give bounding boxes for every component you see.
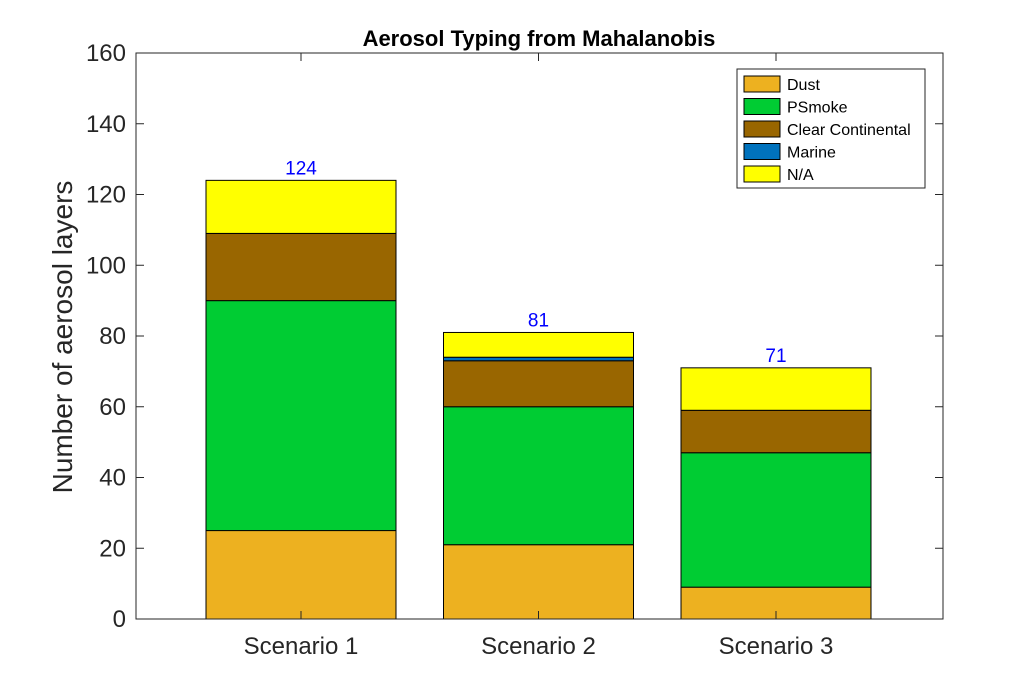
x-ticks-group: Scenario 1 Scenario 2 Scenario 3 bbox=[244, 53, 834, 660]
legend-swatch-clear-continental bbox=[743, 120, 781, 138]
bar-segment-n-a-3 bbox=[680, 367, 872, 411]
bar-segment-psmoke-1 bbox=[205, 300, 397, 532]
bar-segment-psmoke-2 bbox=[443, 406, 634, 546]
x-tick-label-3: Scenario 3 bbox=[719, 633, 834, 660]
legend-swatch-n-a bbox=[743, 165, 781, 183]
total-label-3: 71 bbox=[765, 346, 786, 367]
bar-segment-dust-2 bbox=[443, 544, 634, 620]
bar-segment-n-a-2 bbox=[443, 331, 634, 358]
legend-swatch-dust bbox=[743, 75, 781, 93]
bar-segment-dust-1 bbox=[205, 530, 397, 620]
bar-segment-marine-2 bbox=[443, 356, 634, 362]
legend-label-marine: Marine bbox=[787, 145, 836, 162]
legend-label-dust: Dust bbox=[787, 77, 820, 94]
y-tick-label: 140 bbox=[86, 111, 126, 138]
bar-segment-clear-continental-1 bbox=[205, 232, 397, 302]
bar-segment-n-a-1 bbox=[205, 179, 397, 234]
x-tick-label-2: Scenario 2 bbox=[481, 633, 596, 660]
y-tick-label: 120 bbox=[86, 182, 126, 209]
bars-group bbox=[205, 179, 872, 620]
y-ticks-group: 0 20 40 60 80 100 120 140 160 bbox=[86, 40, 943, 633]
legend-label-clear-continental: Clear Continental bbox=[787, 122, 911, 139]
chart-title: Aerosol Typing from Mahalanobis bbox=[363, 26, 716, 51]
y-tick-label: 40 bbox=[99, 465, 126, 492]
y-tick-label: 160 bbox=[86, 40, 126, 67]
y-tick-label: 80 bbox=[99, 323, 126, 350]
total-label-1: 124 bbox=[285, 158, 317, 179]
y-tick-label: 0 bbox=[113, 606, 126, 633]
legend: Dust PSmoke Clear Continental Marine N/A bbox=[736, 68, 926, 189]
y-axis-label: Number of aerosol layers bbox=[47, 181, 78, 494]
bar-segment-psmoke-3 bbox=[680, 452, 872, 588]
total-label-2: 81 bbox=[528, 310, 549, 331]
totals-group: 124 81 71 bbox=[285, 158, 786, 366]
legend-label-psmoke: PSmoke bbox=[787, 100, 848, 117]
y-tick-label: 20 bbox=[99, 535, 126, 562]
bar-segment-clear-continental-2 bbox=[443, 360, 634, 408]
y-tick-label: 100 bbox=[86, 252, 126, 279]
y-tick-label: 60 bbox=[99, 394, 126, 421]
bar-segment-clear-continental-3 bbox=[680, 409, 872, 454]
legend-label-n-a: N/A bbox=[787, 167, 814, 184]
legend-swatch-psmoke bbox=[743, 98, 781, 115]
legend-swatch-marine bbox=[743, 143, 781, 160]
x-tick-label-1: Scenario 1 bbox=[244, 633, 359, 660]
